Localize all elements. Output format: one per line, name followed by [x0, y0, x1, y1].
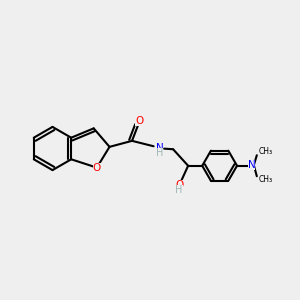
Text: O: O — [135, 116, 143, 126]
Text: H: H — [176, 185, 183, 195]
Text: O: O — [175, 180, 183, 190]
Text: H: H — [156, 148, 163, 158]
Text: N: N — [156, 143, 164, 153]
Text: O: O — [93, 163, 101, 172]
Text: CH₃: CH₃ — [258, 147, 272, 156]
Text: CH₃: CH₃ — [258, 176, 272, 184]
Text: N: N — [248, 160, 255, 170]
